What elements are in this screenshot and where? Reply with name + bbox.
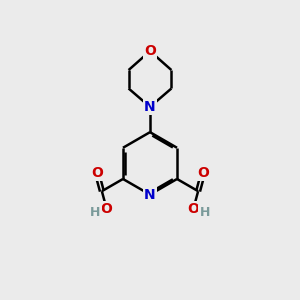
Text: O: O: [188, 202, 199, 216]
Text: O: O: [144, 44, 156, 58]
Text: O: O: [91, 167, 103, 180]
Text: H: H: [200, 206, 210, 219]
Text: O: O: [197, 167, 209, 180]
Text: H: H: [90, 206, 100, 219]
Text: N: N: [144, 188, 156, 202]
Text: N: N: [144, 100, 156, 114]
Text: O: O: [101, 202, 112, 216]
